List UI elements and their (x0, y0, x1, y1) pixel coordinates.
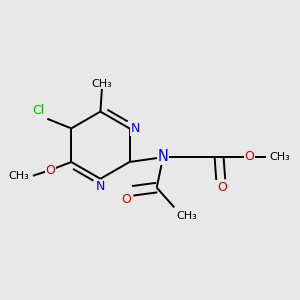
Text: N: N (131, 122, 140, 135)
Text: O: O (46, 164, 56, 176)
Text: N: N (96, 180, 105, 194)
Text: Cl: Cl (32, 104, 45, 117)
Text: N: N (158, 149, 169, 164)
Text: O: O (217, 181, 227, 194)
Text: O: O (121, 194, 131, 206)
Text: CH₃: CH₃ (269, 152, 290, 162)
Text: O: O (245, 150, 255, 164)
Text: CH₃: CH₃ (92, 79, 112, 89)
Text: CH₃: CH₃ (176, 211, 197, 220)
Text: CH₃: CH₃ (8, 171, 29, 181)
